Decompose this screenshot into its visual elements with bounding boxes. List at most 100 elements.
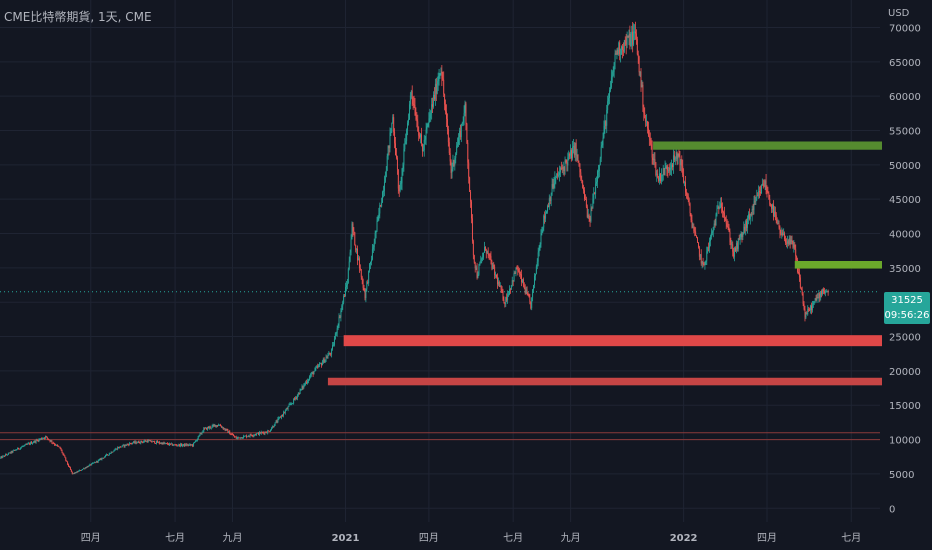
- candle-body: [170, 443, 172, 445]
- candle: [317, 363, 319, 369]
- candle: [243, 434, 245, 439]
- candle-body: [299, 389, 301, 395]
- candle-body: [650, 140, 652, 145]
- candle-body: [685, 192, 687, 195]
- candle: [19, 447, 21, 450]
- resistance-zone-lower[interactable]: [794, 261, 882, 269]
- candle-body: [520, 274, 522, 275]
- candle: [689, 202, 691, 217]
- candle-body: [670, 168, 672, 170]
- candle-body: [825, 291, 827, 293]
- candle-body: [233, 436, 235, 437]
- candle: [166, 442, 168, 445]
- candle-body: [485, 250, 487, 254]
- candle-body: [574, 143, 576, 156]
- candle-body: [272, 426, 274, 428]
- candle: [224, 428, 226, 432]
- candle-body: [15, 449, 17, 451]
- candle-body: [592, 199, 594, 209]
- candle-body: [773, 204, 774, 217]
- candle-body: [246, 436, 248, 438]
- candle-body: [540, 233, 542, 245]
- candle-body: [440, 71, 442, 74]
- support-zone-lower[interactable]: [327, 377, 883, 386]
- candle-body: [44, 436, 46, 439]
- candle: [134, 440, 136, 445]
- candle: [24, 444, 26, 447]
- candle: [105, 454, 107, 458]
- candle-body: [76, 471, 78, 473]
- candle-body: [575, 143, 577, 155]
- candle: [85, 466, 87, 469]
- candle: [687, 193, 689, 203]
- candle: [402, 162, 404, 176]
- candle: [313, 370, 315, 375]
- candle-body: [420, 134, 421, 138]
- candle: [65, 457, 67, 462]
- candle: [375, 230, 377, 239]
- candle: [271, 425, 273, 429]
- candle-body: [548, 198, 550, 208]
- candle-body: [371, 259, 372, 262]
- candle-body: [421, 134, 422, 144]
- candle-body: [408, 119, 409, 123]
- candle: [358, 256, 360, 273]
- candle: [822, 288, 824, 296]
- candle: [800, 287, 802, 291]
- candle-body: [672, 155, 674, 168]
- candle: [468, 159, 470, 184]
- candle: [392, 114, 394, 124]
- candle: [683, 168, 685, 184]
- candle: [790, 235, 792, 245]
- candle: [300, 388, 302, 391]
- candle-body: [69, 467, 71, 470]
- candle-body: [578, 162, 580, 164]
- candle-body: [790, 240, 792, 245]
- candle: [316, 365, 318, 369]
- candle-body: [119, 446, 121, 448]
- candle: [332, 342, 333, 351]
- candle-body: [363, 288, 365, 291]
- candle-body: [745, 221, 747, 231]
- candle-body: [77, 471, 79, 473]
- candle-body: [639, 71, 641, 73]
- candle: [685, 188, 687, 199]
- candle: [72, 473, 74, 475]
- candle-body: [121, 445, 123, 447]
- candle-body: [663, 168, 665, 176]
- support-zone-upper[interactable]: [343, 335, 882, 347]
- candle: [809, 307, 811, 312]
- candle: [507, 290, 509, 304]
- candle-body: [366, 282, 368, 289]
- candle: [562, 161, 564, 175]
- candle: [624, 36, 626, 46]
- candle: [66, 460, 68, 462]
- candle: [823, 287, 825, 295]
- candle: [129, 441, 131, 446]
- resistance-zone-upper[interactable]: [653, 141, 882, 150]
- candle-body: [220, 426, 222, 428]
- candle-body: [287, 406, 289, 410]
- candle: [480, 255, 482, 264]
- candle-body: [207, 427, 208, 430]
- candle: [741, 232, 743, 243]
- candle-body: [372, 247, 374, 250]
- candle: [730, 237, 732, 250]
- candle-body: [406, 129, 408, 141]
- candle-body: [187, 444, 189, 446]
- candle: [415, 107, 417, 121]
- candle: [179, 443, 181, 447]
- candle-body: [609, 90, 610, 98]
- candle-body: [347, 269, 349, 284]
- candle-body: [352, 223, 354, 232]
- candle: [161, 442, 163, 445]
- candle: [467, 139, 469, 169]
- candle-body: [660, 173, 661, 182]
- candle-body: [288, 404, 290, 407]
- candle-body: [467, 142, 469, 163]
- candle-body: [81, 469, 82, 471]
- candle-body: [747, 218, 748, 228]
- candle-body: [480, 260, 482, 264]
